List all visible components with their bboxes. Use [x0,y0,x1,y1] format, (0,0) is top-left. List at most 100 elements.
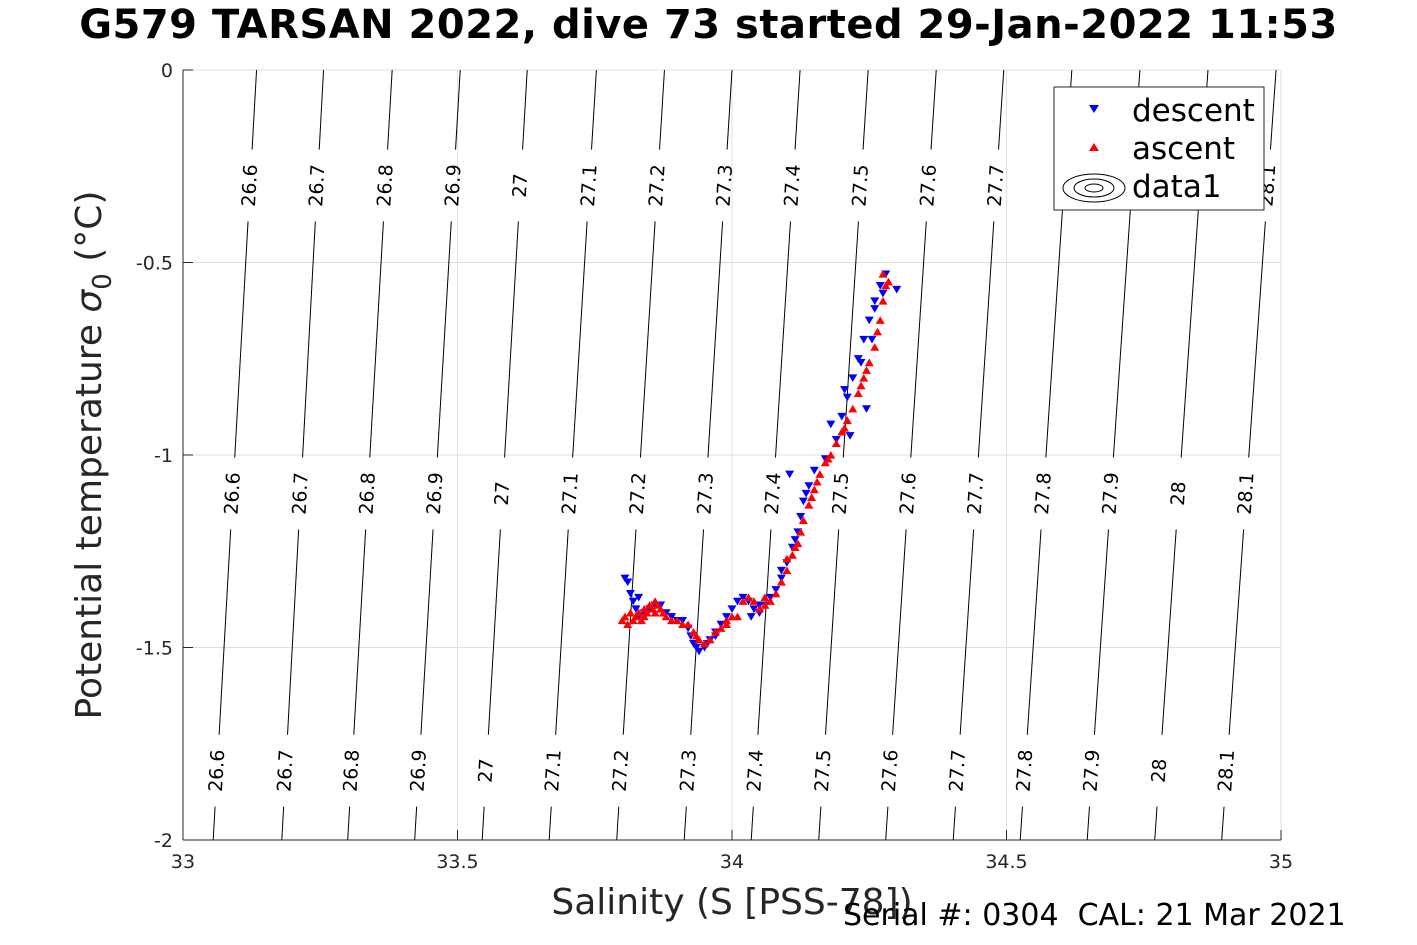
descent-point-45 [853,355,863,363]
legend-ascent-label: ascent [1132,131,1235,167]
descent-point-62 [790,536,800,544]
legend-contour-ring-outer [1062,173,1126,203]
contour-label-27.6-1: 27.6 [896,472,921,516]
descent-point-54 [870,305,880,313]
density-contour-line-27.8-seg-2 [1019,806,1023,841]
contour-label-27.4-1: 27.4 [761,472,786,516]
density-contour-line-26.9-seg-3 [414,806,418,841]
density-contour-line-27.1-seg-2 [555,529,569,735]
density-contour-line-27.9-seg-2 [1086,806,1090,841]
ascent-point-57 [872,327,882,336]
descent-point-23 [727,605,737,614]
density-contour-line-26.6-seg-1 [234,221,249,458]
ascent-point-7 [636,616,646,625]
ascent-point-44 [804,501,814,509]
ascent-point-50 [837,427,847,436]
descent-point-66 [867,335,877,344]
ascent-point-40 [787,551,797,559]
legend-descent-marker [1089,105,1099,113]
y-axis-label-sub: 0 [88,273,118,290]
density-contour-line-27.5-seg-0 [862,69,869,150]
ascent-point-35 [760,601,770,609]
density-contour-line-28.1-seg-0 [1269,69,1277,150]
ascent-point-51 [842,416,852,424]
ascent-point-16 [661,612,671,621]
density-contour-line-27.9-seg-1 [1093,529,1109,735]
contour-label-27.2-0: 27.2 [645,164,670,208]
density-contours: 26.6 26.6 26.6 26.7 26.7 26.7 26.8 26.8 26.8 26.9… [205,69,1280,841]
density-contour-line-27.4-seg-0 [794,69,801,150]
ascent-point-67 [856,381,866,390]
density-contour-line-27-seg-3 [481,806,485,841]
density-contour-line-27.3-seg-0 [726,69,733,150]
contour-label-27.2-2: 27.2 [609,749,634,793]
contour-label-28-1: 28 [1148,758,1172,784]
density-contour-line-27.2-seg-2 [622,529,637,735]
density-contour-line-26.6-seg-2 [218,529,232,735]
contour-label-26.8-1: 26.8 [356,472,380,516]
descent-point-44 [848,374,858,383]
legend-descent-label: descent [1132,93,1255,129]
ascent-point-6 [634,608,644,617]
ascent-point-52 [848,404,858,413]
descent-point-1 [625,590,635,598]
ascent-point-5 [631,612,641,621]
density-contour-line-27.6-seg-0 [930,69,937,150]
density-contour-line-26.6-seg-0 [251,69,258,150]
contour-label-27.4-0: 27.4 [780,164,805,208]
descent-point-24 [732,597,742,606]
descent-point-36 [796,513,806,521]
contour-label-27.5-2: 27.5 [811,749,836,793]
ascent-point-74 [812,477,822,486]
ascent-point-56 [870,343,880,351]
descent-point-17 [694,647,704,656]
ascent-point-23 [694,635,704,644]
y-tick-label-2: -1 [154,445,173,467]
legend: descent ascent data1 [1053,86,1265,211]
ascent-point-0 [617,616,627,625]
y-axis-label: Potential temperature σ0 (°C) [69,191,118,720]
density-contour-line-27.3-seg-2 [690,529,705,735]
y-tick-label-1: -0.5 [136,253,173,275]
descent-point-57 [746,613,756,621]
contour-label-26.9-1: 26.9 [423,472,447,516]
tick-labels: 33 33.5 34 34.5 35 0 -0.5 -1 -1.5 -2 [136,60,1293,873]
contour-label-27.9-0: 27.9 [1099,472,1124,516]
density-contour-line-27.5-seg-3 [818,806,822,841]
density-contour-line-27-seg-1 [504,221,519,458]
descent-point-52 [845,432,855,440]
density-contour-line-27.1-seg-0 [591,69,597,150]
descent-point-47 [864,316,874,325]
density-contour-line-27.2-seg-0 [659,69,665,150]
contour-label-27.1-2: 27.1 [541,749,566,793]
density-contour-line-27.5-seg-2 [824,529,840,735]
y-axis-label-group: Potential temperature σ0 (°C) [69,191,118,720]
density-contour-line-27.6-seg-3 [885,806,889,841]
contour-label-27.7-1: 27.7 [964,472,989,516]
x-tick-label-4: 35 [1269,851,1293,873]
data-points [617,270,902,656]
contour-label-27.1-0: 27.1 [577,164,602,208]
legend-contour-ring-inner [1084,183,1104,193]
descent-point-67 [878,289,888,298]
descent-point-53 [862,405,872,413]
contour-label-27.6-2: 27.6 [878,749,903,793]
y-tick-label-3: -1.5 [136,638,173,660]
density-contour-line-28.1-seg-3 [1221,806,1225,841]
legend-contour-ring-middle [1073,178,1115,198]
density-contour-line-28-seg-1 [1161,529,1177,735]
descent-point-51 [892,285,902,294]
descent-point-37 [798,497,808,506]
ascent-point-31 [738,597,748,605]
descent-point-42 [837,412,847,421]
ascent-point-53 [853,389,863,397]
density-contour-line-26.7-seg-1 [302,221,316,458]
descent-point-64 [840,385,850,394]
contour-label-27-2: 27 [475,758,498,783]
x-tick-label-0: 33 [171,851,195,873]
ascent-point-45 [809,485,819,494]
density-contour-line-27.4-seg-3 [750,806,754,841]
ascent-point-36 [765,597,775,605]
ascent-point-49 [831,439,841,448]
